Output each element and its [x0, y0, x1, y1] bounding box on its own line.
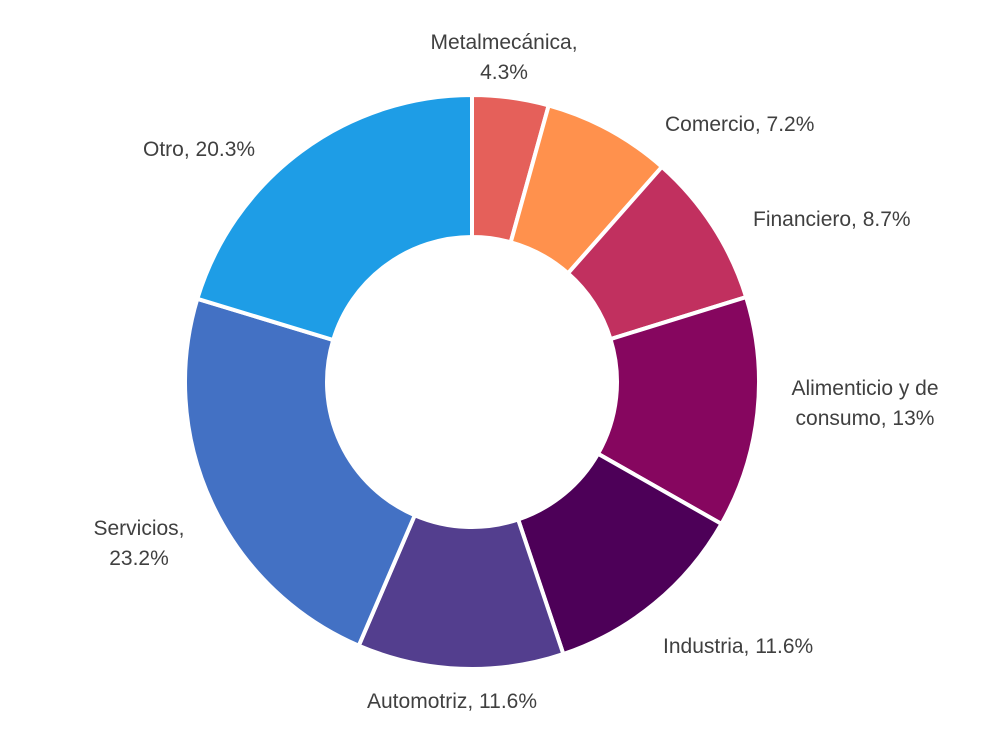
slice-label-comercio: Comercio, 7.2%	[665, 110, 814, 140]
slice-label-line: Servicios,	[93, 517, 185, 540]
slice-label-line: Industria, 11.6%	[663, 635, 814, 658]
slice-label-line: Financiero, 8.7%	[753, 208, 911, 231]
slice-label-servicios: Servicios, 23.2%	[93, 514, 184, 574]
slice-label-alimenticio: Alimenticio y de consumo, 13%	[791, 374, 938, 434]
slice-label-otro: Otro, 20.3%	[143, 135, 255, 165]
donut-slice-servicios	[183, 296, 418, 649]
slice-label-metalmecanica: Metalmecánica, 4.3%	[430, 28, 577, 88]
slice-label-line: Metalmecánica,	[430, 31, 578, 54]
slice-label-line: 4.3%	[480, 61, 528, 84]
donut-slice-alimenticio-y-de-consumo	[595, 294, 761, 527]
slice-label-line: Otro, 20.3%	[143, 138, 256, 161]
slice-label-automotriz: Automotriz, 11.6%	[367, 687, 537, 717]
slice-label-line: consumo, 13%	[795, 407, 935, 430]
slice-label-financiero: Financiero, 8.7%	[753, 205, 911, 235]
slice-label-line: Automotriz, 11.6%	[367, 690, 538, 713]
slice-label-line: Alimenticio y de	[791, 377, 939, 400]
donut-slice-otro	[194, 92, 474, 343]
slice-label-line: Comercio, 7.2%	[665, 113, 815, 136]
slice-label-industria: Industria, 11.6%	[663, 632, 813, 662]
slice-label-line: 23.2%	[109, 547, 169, 570]
